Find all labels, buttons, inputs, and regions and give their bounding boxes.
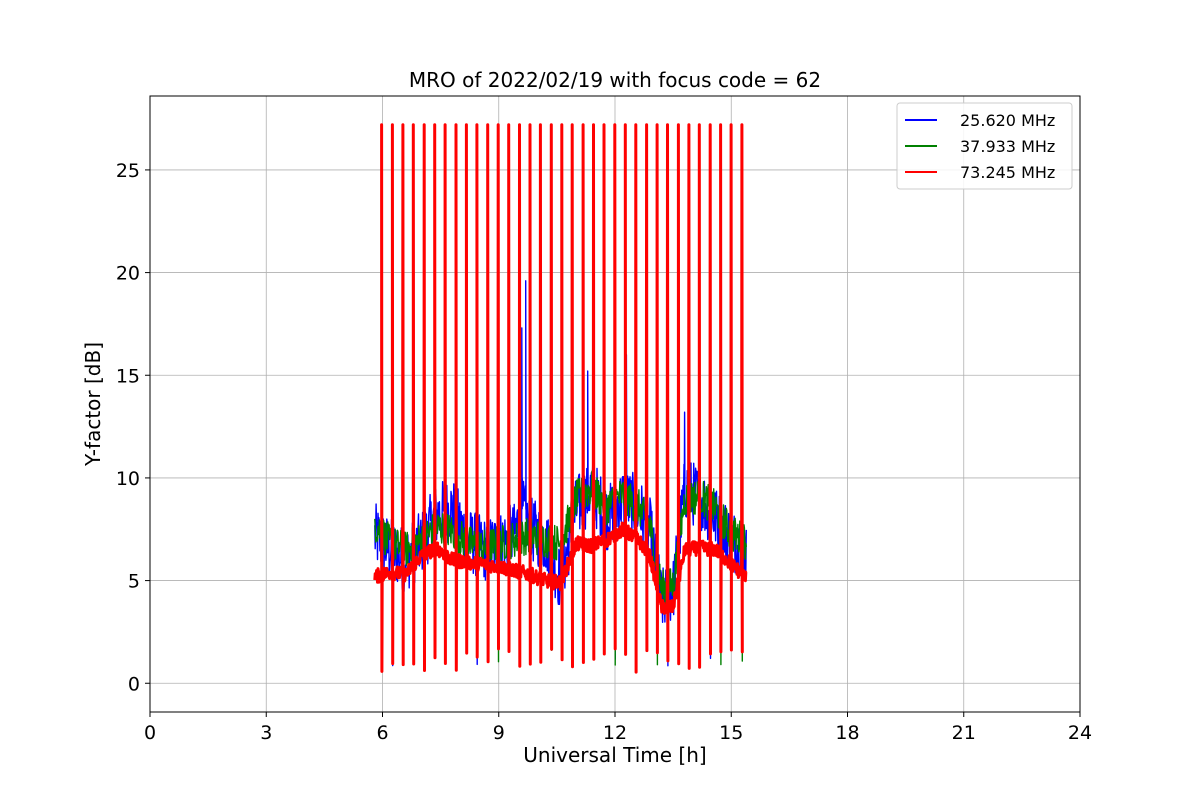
x-tick-label: 9 (493, 722, 505, 744)
axis-ticks: 0 3 6 9 12 15 18 21 24 0 5 10 15 20 25 (116, 160, 1092, 744)
y-tick-label: 15 (116, 365, 140, 387)
x-tick-label: 3 (260, 722, 272, 744)
legend-label: 37.933 MHz (960, 137, 1055, 156)
plot-area (373, 123, 748, 674)
x-tick-label: 24 (1068, 722, 1092, 744)
y-axis-label: Y-factor [dB] (81, 342, 105, 467)
x-axis-label: Universal Time [h] (523, 743, 706, 767)
y-tick-label: 0 (128, 673, 140, 695)
x-tick-label: 6 (376, 722, 388, 744)
y-tick-label: 5 (128, 571, 140, 593)
y-tick-label: 25 (116, 160, 140, 182)
x-tick-label: 15 (719, 722, 743, 744)
y-tick-label: 10 (116, 468, 140, 490)
legend-label: 25.620 MHz (960, 111, 1055, 130)
series-line-3 (373, 123, 748, 674)
legend: 25.620 MHz 37.933 MHz 73.245 MHz (896, 102, 1073, 190)
legend-box (896, 102, 1073, 190)
x-tick-label: 21 (952, 722, 976, 744)
legend-label: 73.245 MHz (960, 163, 1055, 182)
y-tick-label: 20 (116, 263, 140, 285)
x-tick-label: 12 (603, 722, 627, 744)
chart-title: MRO of 2022/02/19 with focus code = 62 (409, 68, 821, 92)
x-tick-label: 0 (144, 722, 156, 744)
x-tick-label: 18 (835, 722, 859, 744)
